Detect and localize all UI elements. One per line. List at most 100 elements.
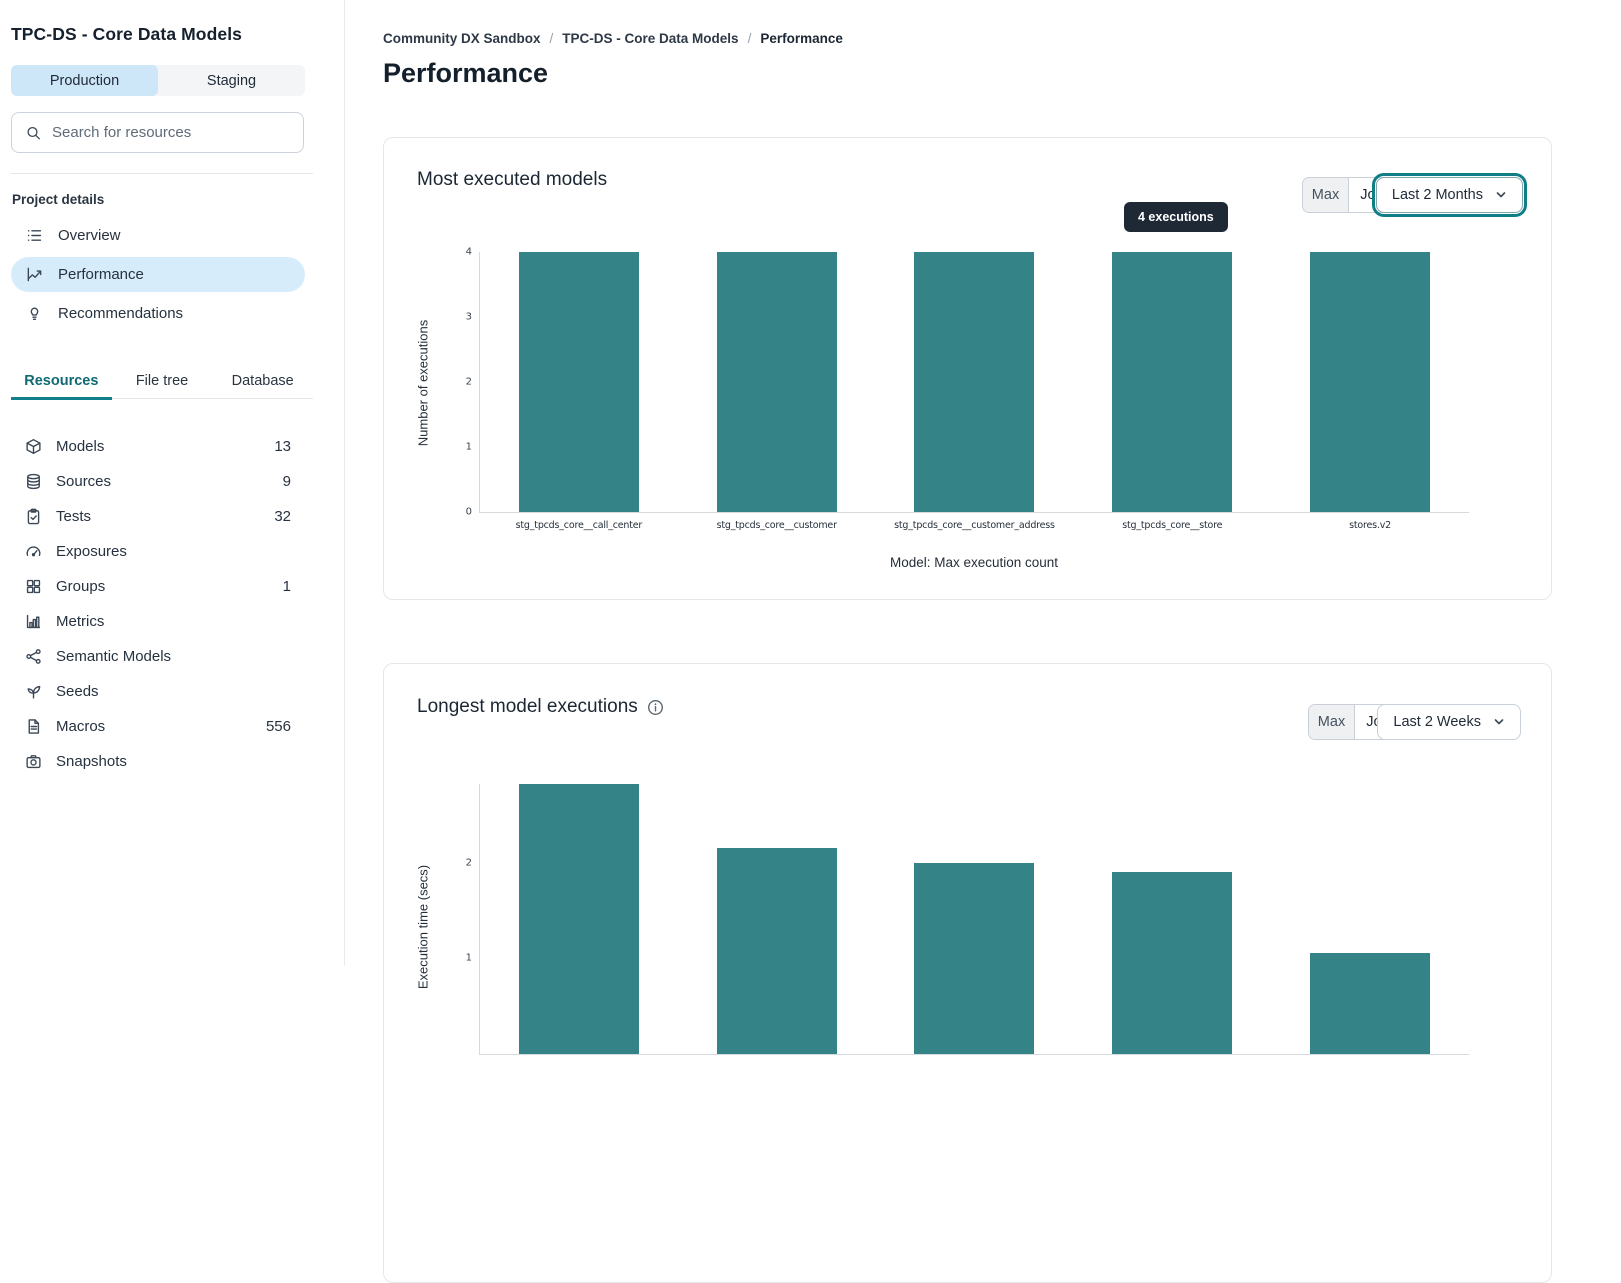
- card-title-text: Longest model executions: [417, 696, 638, 717]
- chevron-down-icon: [1496, 192, 1506, 198]
- sidebar-item-macros[interactable]: Macros 556: [11, 709, 305, 744]
- resource-label: Snapshots: [56, 753, 127, 770]
- bar[interactable]: [1112, 872, 1233, 1054]
- bar-slot: stg_tpcds_core__call_center: [480, 252, 678, 531]
- max-button[interactable]: Max: [1309, 705, 1355, 739]
- sidebar-item-label: Performance: [58, 266, 144, 283]
- resource-label: Exposures: [56, 543, 127, 560]
- tab-file-tree[interactable]: File tree: [135, 373, 189, 389]
- resource-count: 9: [282, 473, 291, 490]
- y-tick-label: 2: [465, 857, 472, 869]
- bar[interactable]: [914, 252, 1035, 512]
- bar[interactable]: [1310, 953, 1431, 1054]
- y-tick-label: 4: [465, 246, 472, 258]
- date-range-select[interactable]: Last 2 Months: [1371, 173, 1528, 217]
- x-tick-label: stg_tpcds_core__store: [1122, 520, 1223, 531]
- date-range-value: Last 2 Weeks: [1393, 714, 1481, 730]
- bar[interactable]: [716, 252, 837, 512]
- bar-slot: [876, 784, 1074, 1054]
- breadcrumb-project[interactable]: TPC-DS - Core Data Models: [562, 31, 739, 46]
- card-title: Longest model executions: [417, 696, 664, 718]
- line-chart-icon: [27, 267, 42, 282]
- bar-slot: stg_tpcds_core__customer: [678, 252, 876, 531]
- resource-label: Tests: [56, 508, 92, 525]
- bar-slot: [480, 784, 678, 1054]
- sidebar: TPC-DS - Core Data Models Production Sta…: [0, 0, 345, 966]
- cube-icon: [26, 439, 41, 454]
- resource-label: Semantic Models: [56, 648, 172, 665]
- bar-slot: stores.v2: [1271, 252, 1469, 531]
- x-tick-label: stg_tpcds_core__customer_address: [894, 520, 1055, 531]
- sidebar-item-metrics[interactable]: Metrics: [11, 604, 305, 639]
- bar[interactable]: [716, 848, 837, 1054]
- x-tick-label: stg_tpcds_core__customer: [716, 520, 837, 531]
- chart-bars: stg_tpcds_core__call_center stg_tpcds_cor…: [480, 252, 1469, 531]
- bar-slot: [1271, 784, 1469, 1054]
- sidebar-item-label: Recommendations: [58, 305, 184, 322]
- y-tick-label: 0: [465, 506, 472, 518]
- y-tick-label: 3: [465, 311, 472, 323]
- bar[interactable]: [1112, 252, 1233, 512]
- project-details-label: Project details: [12, 192, 105, 207]
- resource-label: Sources: [56, 473, 112, 490]
- page-title: Performance: [383, 58, 549, 88]
- clipboard-check-icon: [27, 508, 40, 525]
- bar-chart-icon: [26, 614, 41, 629]
- chart-tooltip: 4 executions: [1124, 202, 1228, 232]
- y-tick-label: 2: [465, 376, 472, 388]
- resource-label: Models: [56, 438, 105, 455]
- breadcrumb-separator: /: [549, 31, 554, 46]
- max-button[interactable]: Max: [1303, 178, 1349, 212]
- card-title: Most executed models: [417, 169, 607, 191]
- sidebar-item-semantic-models[interactable]: Semantic Models: [11, 639, 305, 674]
- sidebar-item-overview[interactable]: Overview: [11, 218, 305, 253]
- search-box[interactable]: [11, 112, 304, 153]
- file-icon: [28, 719, 40, 734]
- chevron-down-icon: [1494, 719, 1504, 725]
- bar[interactable]: [518, 252, 639, 512]
- tab-resources[interactable]: Resources: [11, 371, 112, 400]
- breadcrumb: Community DX Sandbox / TPC-DS - Core Dat…: [383, 31, 843, 46]
- grid-icon: [26, 579, 41, 594]
- resource-tabs: Resources File tree Database: [11, 371, 313, 400]
- sidebar-item-recommendations[interactable]: Recommendations: [11, 296, 305, 331]
- sidebar-item-groups[interactable]: Groups 1: [11, 569, 305, 604]
- breadcrumb-account[interactable]: Community DX Sandbox: [383, 31, 541, 46]
- resource-label: Groups: [56, 578, 106, 595]
- main-content: Community DX Sandbox / TPC-DS - Core Dat…: [345, 0, 1621, 1283]
- sidebar-item-tests[interactable]: Tests 32: [11, 499, 305, 534]
- breadcrumb-current: Performance: [760, 31, 843, 46]
- info-icon[interactable]: [647, 699, 664, 716]
- most-executed-models-card: Most executed models Max Job Last 2 Mont…: [383, 137, 1552, 600]
- resource-count: 1: [282, 578, 291, 595]
- seedling-icon: [27, 685, 41, 699]
- search-icon: [27, 126, 40, 139]
- resource-label: Seeds: [56, 683, 99, 700]
- bar[interactable]: [518, 784, 639, 1054]
- sidebar-item-snapshots[interactable]: Snapshots: [11, 744, 305, 779]
- sidebar-item-label: Overview: [58, 227, 121, 244]
- bar[interactable]: [914, 862, 1035, 1054]
- y-axis-title: Number of executions: [415, 319, 431, 447]
- resource-list: Models 13 Sources 9 Tests 32: [11, 429, 305, 779]
- tab-database[interactable]: Database: [231, 373, 294, 389]
- sidebar-divider: [11, 173, 313, 174]
- sidebar-item-models[interactable]: Models 13: [11, 429, 305, 464]
- sidebar-item-exposures[interactable]: Exposures: [11, 534, 305, 569]
- sidebar-item-performance[interactable]: Performance: [11, 257, 305, 292]
- search-input[interactable]: [52, 124, 290, 141]
- tab-production[interactable]: Production: [11, 65, 158, 96]
- lightbulb-icon: [30, 307, 39, 321]
- bar[interactable]: [1310, 252, 1431, 512]
- sidebar-item-sources[interactable]: Sources 9: [11, 464, 305, 499]
- tab-staging[interactable]: Staging: [206, 72, 257, 89]
- sidebar-item-seeds[interactable]: Seeds: [11, 674, 305, 709]
- date-range-select[interactable]: Last 2 Weeks: [1377, 704, 1521, 740]
- database-icon: [27, 473, 40, 490]
- resource-label: Metrics: [56, 613, 105, 630]
- date-range-value: Last 2 Months: [1391, 187, 1483, 203]
- longest-model-executions-card: Longest model executions Max Job Last 2 …: [383, 663, 1552, 1283]
- resource-label: Macros: [56, 718, 106, 735]
